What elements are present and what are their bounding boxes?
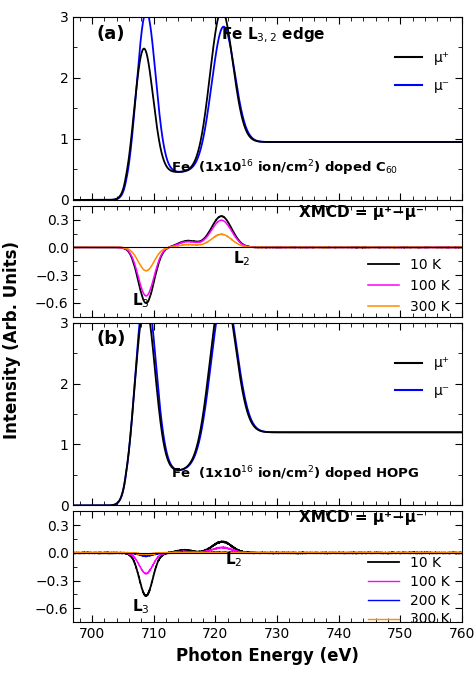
Text: XMCD = μ⁺−μ⁻: XMCD = μ⁺−μ⁻: [299, 205, 424, 220]
100 K: [220, 216, 226, 224]
10 K: [459, 243, 465, 252]
10 K: [220, 538, 226, 546]
Text: Intensity (Arb. Units): Intensity (Arb. Units): [3, 241, 21, 439]
Text: XMCD = μ⁺−μ⁻: XMCD = μ⁺−μ⁻: [299, 511, 424, 526]
200 K: [220, 548, 226, 556]
Text: L$_2$: L$_2$: [233, 250, 250, 268]
300 K: [71, 549, 76, 557]
Text: (b): (b): [97, 330, 126, 348]
10 K: [237, 237, 243, 245]
Text: Fe L$_{3,2}$ edge: Fe L$_{3,2}$ edge: [221, 25, 326, 45]
300 K: [71, 243, 76, 252]
Line: 200 K: 200 K: [73, 551, 462, 557]
Legend: 10 K, 100 K, 200 K, 300 K: 10 K, 100 K, 200 K, 300 K: [363, 550, 455, 632]
Line: 100 K: 100 K: [73, 547, 462, 574]
300 K: [143, 267, 149, 275]
Text: L$_2$: L$_2$: [225, 551, 243, 569]
100 K: [71, 243, 76, 252]
Text: L$_3$: L$_3$: [132, 597, 149, 616]
Line: 300 K: 300 K: [73, 552, 462, 555]
Text: Fe  (1x10$^{16}$ ion/cm$^2$) doped HOPG: Fe (1x10$^{16}$ ion/cm$^2$) doped HOPG: [171, 464, 419, 483]
300 K: [410, 243, 416, 252]
100 K: [222, 543, 228, 551]
10 K: [459, 549, 465, 557]
100 K: [410, 549, 416, 557]
100 K: [143, 570, 149, 578]
200 K: [410, 548, 416, 556]
100 K: [237, 238, 243, 246]
300 K: [452, 243, 457, 252]
100 K: [138, 282, 144, 290]
100 K: [219, 216, 224, 224]
300 K: [237, 549, 243, 557]
10 K: [138, 288, 144, 296]
100 K: [71, 549, 76, 557]
300 K: [459, 549, 465, 558]
300 K: [220, 549, 226, 557]
300 K: [138, 262, 144, 270]
300 K: [452, 549, 457, 557]
X-axis label: Photon Energy (eV): Photon Energy (eV): [176, 647, 359, 664]
200 K: [452, 549, 457, 557]
10 K: [143, 592, 148, 600]
300 K: [138, 550, 144, 558]
200 K: [180, 547, 185, 556]
10 K: [71, 549, 76, 557]
300 K: [115, 549, 121, 557]
10 K: [410, 243, 416, 252]
100 K: [410, 243, 416, 252]
10 K: [410, 549, 416, 557]
300 K: [218, 230, 224, 238]
10 K: [115, 549, 121, 557]
10 K: [115, 243, 121, 252]
Legend: μ⁺, μ⁻: μ⁺, μ⁻: [389, 46, 455, 99]
Line: 10 K: 10 K: [73, 216, 462, 303]
300 K: [237, 241, 243, 249]
100 K: [237, 548, 243, 556]
200 K: [459, 549, 465, 557]
Line: 10 K: 10 K: [73, 541, 462, 596]
10 K: [71, 243, 76, 252]
300 K: [144, 551, 149, 559]
10 K: [220, 212, 226, 220]
10 K: [219, 212, 224, 220]
300 K: [181, 548, 187, 556]
100 K: [459, 549, 465, 557]
10 K: [219, 537, 225, 545]
100 K: [452, 243, 457, 252]
100 K: [459, 243, 465, 252]
300 K: [220, 231, 226, 239]
200 K: [143, 553, 149, 561]
200 K: [71, 549, 76, 557]
Legend: 10 K, 100 K, 300 K: 10 K, 100 K, 300 K: [363, 252, 455, 319]
Text: L$_3$: L$_3$: [132, 292, 149, 310]
Line: 100 K: 100 K: [73, 220, 462, 296]
10 K: [452, 549, 457, 557]
Legend: μ⁺, μ⁻: μ⁺, μ⁻: [389, 351, 455, 404]
10 K: [237, 547, 243, 555]
Text: Fe  (1x10$^{16}$ ion/cm$^2$) doped C$_{60}$: Fe (1x10$^{16}$ ion/cm$^2$) doped C$_{60…: [171, 158, 398, 178]
100 K: [452, 549, 457, 557]
10 K: [138, 581, 144, 589]
10 K: [452, 243, 457, 252]
200 K: [237, 549, 243, 557]
Line: 300 K: 300 K: [73, 234, 462, 271]
100 K: [144, 292, 149, 300]
100 K: [138, 564, 144, 573]
10 K: [143, 299, 149, 307]
100 K: [220, 543, 226, 551]
200 K: [138, 551, 144, 559]
300 K: [115, 243, 121, 252]
300 K: [410, 549, 416, 557]
Text: (a): (a): [97, 25, 125, 43]
100 K: [115, 549, 121, 557]
100 K: [115, 243, 121, 252]
300 K: [459, 243, 465, 252]
200 K: [115, 549, 121, 557]
